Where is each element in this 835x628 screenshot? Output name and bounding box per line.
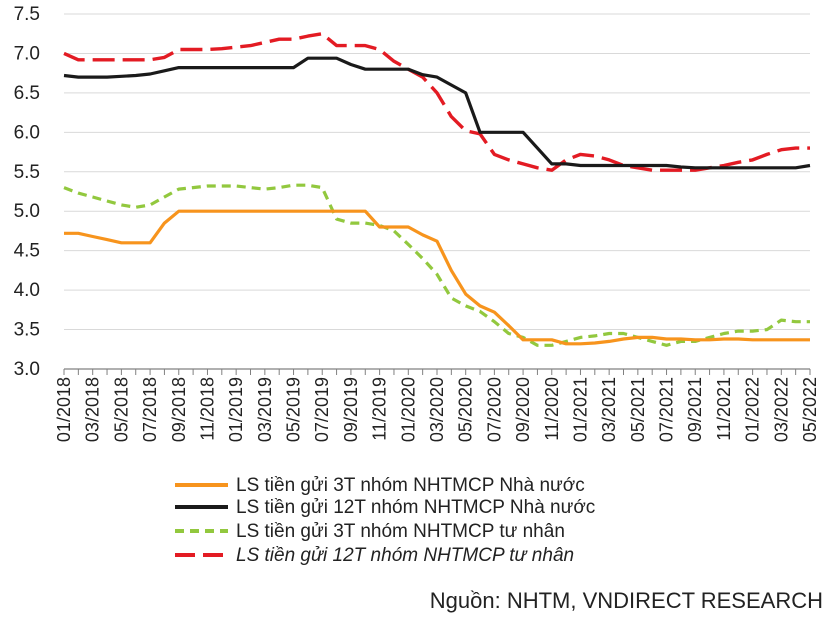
- x-tick-label: 11/2021: [714, 377, 734, 441]
- x-tick-label: 03/2022: [771, 377, 791, 442]
- y-tick-label: 3.0: [14, 359, 40, 380]
- x-tick-label: 01/2019: [226, 377, 246, 442]
- x-tick-label: 05/2019: [284, 377, 304, 442]
- y-tick-label: 5.5: [14, 162, 40, 183]
- x-tick-label: 01/2022: [743, 377, 763, 442]
- x-tick-label: 01/2021: [570, 377, 590, 442]
- series-line-3: [63, 183, 810, 347]
- y-tick-label: 7.0: [14, 43, 40, 64]
- series-line-2: [63, 56, 811, 170]
- y-tick-label: 7.5: [14, 4, 40, 25]
- x-tick-label: 03/2019: [255, 377, 275, 442]
- source-note: Nguồn: NHTM, VNDIRECT RESEARCH: [430, 588, 823, 613]
- x-tick-label: 05/2022: [800, 377, 820, 442]
- x-tick-label: 09/2018: [169, 377, 189, 442]
- y-tick-label: 4.0: [14, 280, 40, 301]
- x-tick-label: 11/2019: [370, 377, 390, 441]
- x-tick-label: 03/2021: [599, 377, 619, 442]
- legend-label: LS tiền gửi 12T nhóm NHTMCP Nhà nước: [236, 497, 595, 518]
- gridlines: [64, 13, 810, 331]
- x-tick-label: 07/2020: [484, 377, 504, 442]
- series-lines: [63, 32, 811, 347]
- x-tick-label: 05/2021: [628, 377, 648, 442]
- x-tick-label: 05/2018: [111, 377, 131, 442]
- y-tick-label: 6.0: [14, 122, 40, 143]
- x-tick-label: 01/2020: [398, 377, 418, 442]
- x-tick-label: 07/2018: [140, 377, 160, 442]
- legend-label: LS tiền gửi 12T nhóm NHTMCP tư nhân: [236, 545, 574, 566]
- y-tick-label: 3.5: [14, 320, 40, 341]
- x-tick-label: 03/2020: [427, 377, 447, 442]
- x-tick-label: 07/2021: [657, 377, 677, 442]
- x-tick-label: 09/2021: [685, 377, 705, 442]
- series-line-1: [64, 209, 810, 346]
- y-tick-label: 6.5: [14, 83, 40, 104]
- legend-label: LS tiền gửi 3T nhóm NHTMCP Nhà nước: [236, 475, 585, 496]
- x-tick-label: 03/2018: [83, 377, 103, 442]
- y-axis: 7.5 7.0 6.5 6.0 5.5 5.0 4.5 4.0 3.5 3.0: [14, 4, 40, 380]
- x-tick-label: 01/2018: [54, 377, 74, 442]
- y-tick-label: 5.0: [14, 201, 40, 222]
- x-tick-label: 09/2019: [341, 377, 361, 442]
- legend-label: LS tiền gửi 3T nhóm NHTMCP tư nhân: [236, 521, 565, 542]
- x-tick-label: 07/2019: [312, 377, 332, 442]
- x-tick-label: 11/2020: [542, 377, 562, 441]
- x-axis: 01/2018 03/2018 05/2018 07/2018 09/2018 11/20…: [54, 368, 820, 442]
- x-tick-label: 05/2020: [456, 377, 476, 442]
- x-tick-label: 09/2020: [513, 377, 533, 442]
- y-tick-label: 4.5: [14, 241, 40, 262]
- series-line-4: [63, 32, 810, 172]
- x-tick-label: 11/2018: [197, 377, 217, 441]
